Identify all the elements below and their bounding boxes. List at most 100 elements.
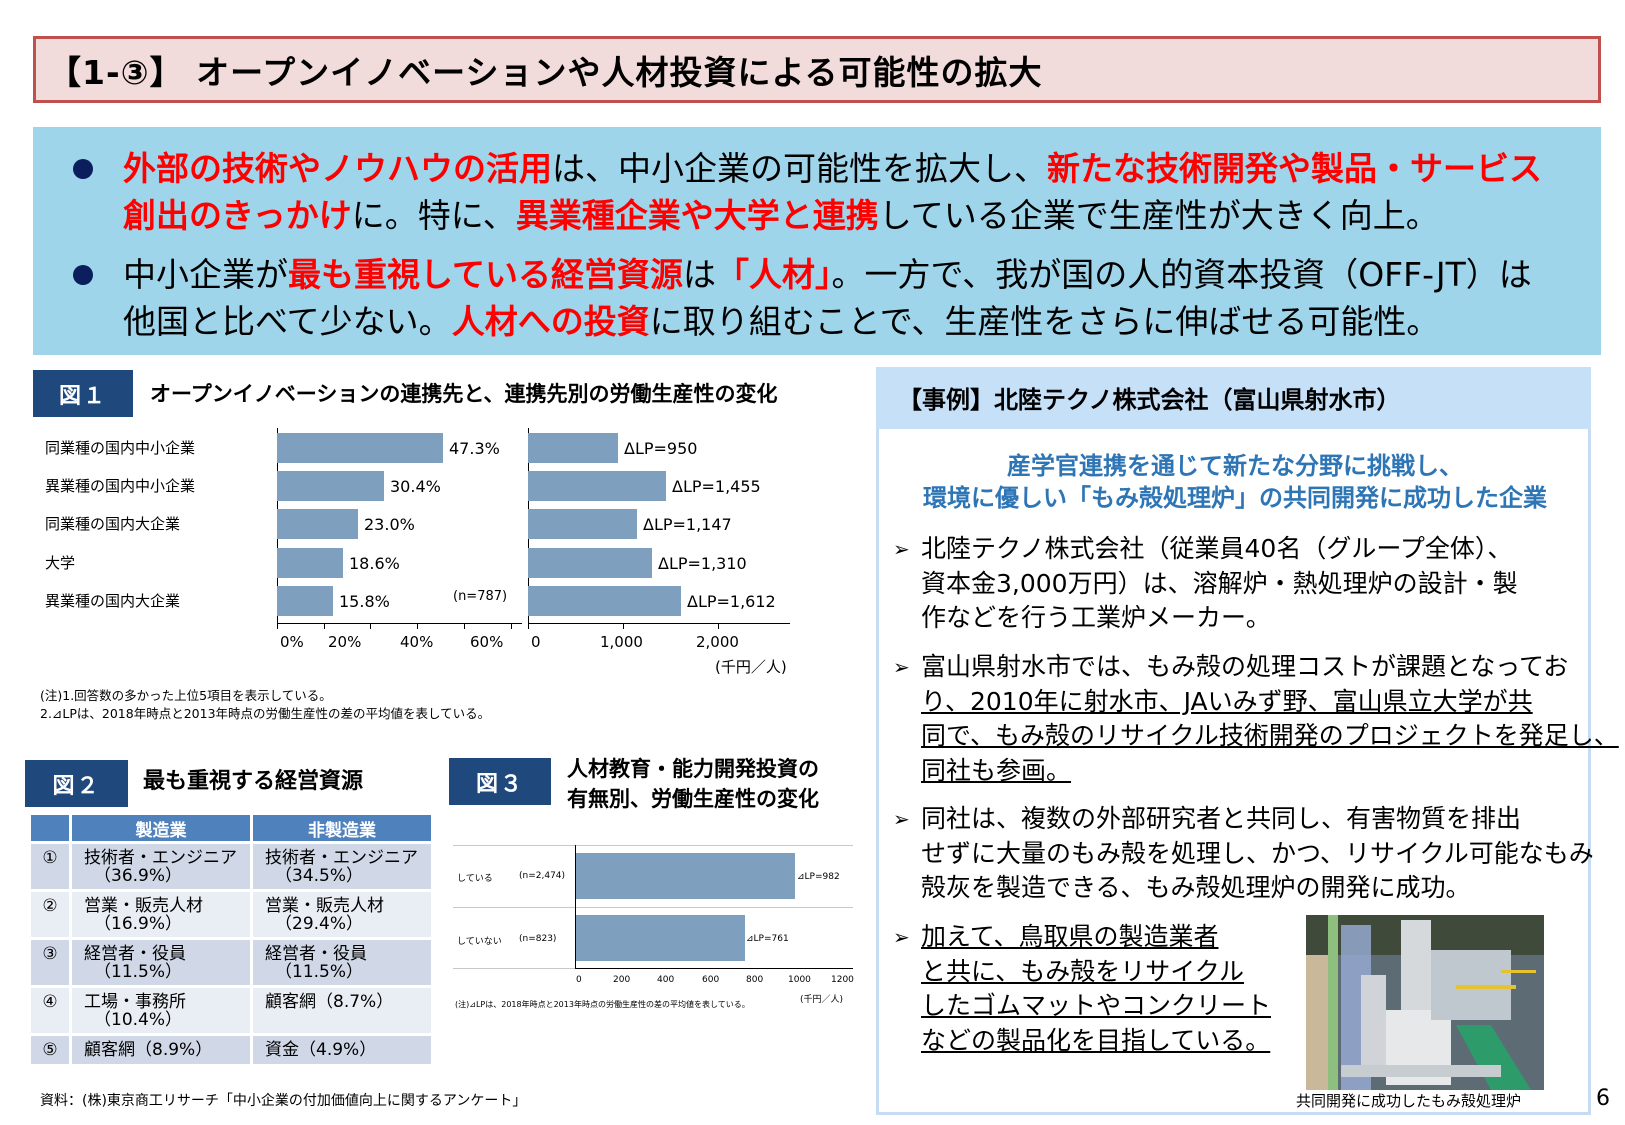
non-manufacturing-cell: 顧客網（8.7%） — [253, 988, 431, 1033]
cell-text: 経営者・役員 — [265, 944, 367, 964]
fig1-category: 大学 — [45, 554, 76, 572]
emphasis-text: 外部の技術やノウハウの活用 — [123, 149, 552, 188]
text-line: 同で、もみ殻のリサイクル技術開発のプロジェクトを発足し、 — [921, 721, 1619, 750]
table-header-row: 製造業 非製造業 — [31, 815, 431, 841]
non-manufacturing-cell: 技術者・エンジニア （34.5%） — [253, 844, 431, 889]
fig1-lp-bar — [528, 471, 666, 501]
rank-cell: ② — [31, 892, 69, 937]
summary-box: 外部の技術やノウハウの活用は、中小企業の可能性を拡大し、新たな技術開発や製品・サ… — [33, 127, 1601, 355]
grid-line — [453, 907, 853, 908]
fig1-x-tick: 40% — [400, 633, 434, 651]
fig3-x-tick: 600 — [702, 975, 720, 985]
fig1-pct-label: 47.3% — [449, 439, 500, 458]
fig3-title-line1: 人材教育・能力開発投資の — [567, 757, 819, 781]
text-line: 北陸テクノ株式会社（従業員40名（グループ全体）、 — [921, 534, 1513, 563]
fig1-left-x-axis — [277, 623, 522, 624]
arrow-bullet-icon: ➢ — [893, 655, 910, 679]
cell-text: 資金（4.9%） — [265, 1040, 377, 1060]
fig1-x-tick: 0% — [280, 633, 304, 651]
fig1-pct-bar — [277, 509, 358, 539]
tick — [417, 623, 418, 629]
fig3-unit: (千円／人) — [800, 995, 844, 1005]
rank-cell: ③ — [31, 940, 69, 985]
text-line: 殻灰を製造できる、もみ殻処理炉の開発に成功。 — [921, 873, 1471, 902]
furnace-illustration-icon — [1306, 915, 1544, 1090]
table-row: ⑤ 顧客網（8.9%） 資金（4.9%） — [31, 1036, 431, 1064]
bullet-dot-icon — [73, 159, 93, 179]
fig3-value-label: ⊿LP=982 — [797, 872, 840, 882]
fig3-value-label: ⊿LP=761 — [746, 934, 789, 944]
text-line: などの製品化を目指している。 — [921, 1025, 1271, 1055]
subtitle-line: 環境に優しい「もみ殻処理炉」の共同開発に成功した企業 — [923, 484, 1547, 512]
emphasis-text: 最も重視している経営資源 — [288, 255, 684, 294]
table-header — [31, 815, 69, 841]
tick — [718, 623, 719, 629]
case-study-box — [876, 367, 1591, 1115]
summary-bullet-1: 外部の技術やノウハウの活用は、中小企業の可能性を拡大し、新たな技術開発や製品・サ… — [73, 145, 1571, 239]
cell-pct: （11.5%） — [275, 962, 364, 982]
fig3-category: している — [457, 874, 493, 884]
non-manufacturing-cell: 経営者・役員 （11.5%） — [253, 940, 431, 985]
text-line: 加えて、鳥取県の製造業者 — [921, 922, 1219, 951]
text-line: と共に、もみ殻をリサイクル — [921, 956, 1245, 986]
fig1-pct-label: 30.4% — [390, 477, 441, 496]
tick — [370, 623, 371, 629]
fig2-source: 資料：(株)東京商工リサーチ「中小企業の付加価値向上に関するアンケート」 — [40, 1093, 527, 1109]
case-item-text: 加えて、鳥取県の製造業者 と共に、もみ殻をリサイクル したゴムマットやコンクリー… — [921, 920, 1271, 1058]
cell-text: 顧客網（8.7%） — [265, 992, 394, 1012]
fig1-title: オープンイノベーションの連携先と、連携先別の労働生産性の変化 — [150, 382, 778, 406]
cell-text: 技術者・エンジニア — [265, 848, 418, 868]
tick — [623, 623, 624, 629]
text-line: 同社も参画。 — [921, 755, 1072, 785]
fig1-lp-label: ΔLP=1,455 — [672, 477, 761, 496]
fig3-category: していない — [457, 937, 502, 947]
plain-text: している企業で生産性が大きく向上。 — [878, 196, 1439, 235]
cell-pct: （34.5%） — [275, 866, 364, 886]
text-line: 作などを行う工業炉メーカー。 — [921, 603, 1271, 632]
emphasis-text: 「人材」 — [716, 255, 832, 294]
tick — [277, 623, 278, 629]
manufacturing-cell: 工場・事務所 （10.4%） — [72, 988, 250, 1033]
table-row: ④ 工場・事務所 （10.4%） 顧客網（8.7%） — [31, 988, 431, 1033]
fig1-lp-bar — [528, 586, 681, 616]
fig3-x-tick: 0 — [576, 975, 582, 985]
fig1-pct-label: 15.8% — [339, 592, 390, 611]
case-item-4: ➢ 加えて、鳥取県の製造業者 と共に、もみ殻をリサイクル したゴムマットやコンク… — [893, 920, 1271, 1058]
cell-pct: （36.9%） — [94, 866, 183, 886]
rank-cell: ④ — [31, 988, 69, 1033]
fig1-pct-bar — [277, 471, 384, 501]
cell-pct: （10.4%） — [94, 1010, 183, 1030]
grid-line — [453, 968, 577, 969]
fig1-pct-label: 18.6% — [349, 554, 400, 573]
fig1-category: 異業種の国内中小企業 — [45, 477, 196, 495]
fig3-x-tick: 400 — [657, 975, 675, 985]
non-manufacturing-cell: 資金（4.9%） — [253, 1036, 431, 1064]
slide-title-bar: 【1-③】 オープンイノベーションや人材投資による可能性の拡大 — [33, 36, 1601, 103]
fig3-x-tick: 800 — [746, 975, 764, 985]
text-line: 同社は、複数の外部研究者と共同し、有害物質を排出 — [921, 804, 1522, 833]
fig1-note-2: 2.⊿LPは、2018年時点と2013年時点の労働生産性の差の平均値を表している… — [40, 706, 491, 721]
fig1-lp-label: ΔLP=1,310 — [658, 554, 747, 573]
emphasis-text: 異業種企業や大学と連携 — [515, 196, 879, 235]
summary-text-2: 中小企業が最も重視している経営資源は「人材」。一方で、我が国の人的資本投資（OF… — [123, 251, 1553, 345]
arrow-bullet-icon: ➢ — [893, 537, 910, 561]
fig1-lp-bar — [528, 548, 652, 578]
fig3-n: (n=2,474) — [519, 871, 566, 881]
fig3-bar — [576, 853, 795, 899]
fig3-title-line2: 有無別、労働生産性の変化 — [567, 787, 819, 811]
manufacturing-cell: 顧客網（8.9%） — [72, 1036, 250, 1064]
fig3-note: (注)⊿LPは、2018年時点と2013年時点の労働生産性の差の平均値を表してい… — [455, 1000, 750, 1009]
fig1-category: 異業種の国内大企業 — [45, 592, 181, 610]
fig1-lp-bar — [528, 509, 637, 539]
case-study-subtitle: 産学官連携を通じて新たな分野に挑戦し、 環境に優しい「もみ殻処理炉」の共同開発に… — [880, 450, 1590, 514]
plain-text: に取り組むことで、生産性をさらに伸ばせる可能性。 — [649, 302, 1440, 341]
grid-line — [453, 845, 853, 846]
fig1-x-tick: 60% — [470, 633, 504, 651]
plain-text: に。特に、 — [351, 196, 516, 235]
summary-text-1: 外部の技術やノウハウの活用は、中小企業の可能性を拡大し、新たな技術開発や製品・サ… — [123, 145, 1553, 239]
furnace-photo — [1306, 915, 1544, 1090]
case-study-heading: 【事例】北陸テクノ株式会社（富山県射水市） — [876, 367, 1591, 429]
fig1-right-x-axis — [528, 623, 790, 624]
slide-title: 【1-③】 オープンイノベーションや人材投資による可能性の拡大 — [48, 52, 1043, 92]
fig3-label: 図３ — [449, 758, 551, 805]
